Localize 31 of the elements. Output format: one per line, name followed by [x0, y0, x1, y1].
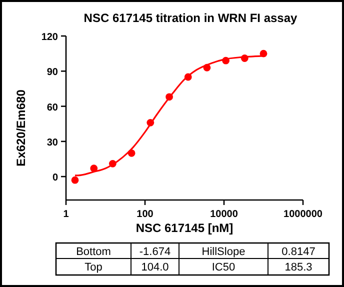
- text: Bottom: [76, 246, 111, 258]
- point: [184, 73, 192, 81]
- y-tick-label: 30: [46, 137, 58, 148]
- y-axis-title: Ex620/Em680: [14, 89, 28, 166]
- chart-title: NSC 617145 titration in WRN FI assay: [84, 11, 298, 25]
- text: 104.0: [141, 262, 169, 274]
- point: [240, 54, 248, 62]
- text: 185.3: [284, 262, 312, 274]
- point: [203, 64, 211, 72]
- text: 0.8147: [282, 246, 316, 258]
- point: [166, 93, 173, 101]
- point: [128, 149, 136, 157]
- point: [146, 118, 154, 126]
- y-tick-label: 90: [46, 67, 58, 78]
- point: [108, 160, 116, 168]
- text: IC50: [212, 262, 236, 274]
- text: HillSlope: [202, 246, 246, 258]
- point: [71, 176, 79, 184]
- x-tick-label: 10000: [210, 209, 238, 220]
- x-tick-label: 1: [63, 209, 70, 220]
- y-tick-label: 120: [41, 32, 58, 43]
- x-tick-label: 1000000: [284, 209, 323, 220]
- x-axis-title: NSC 617145 [nM]: [136, 221, 234, 235]
- point: [222, 56, 230, 64]
- y-tick-label: 60: [46, 102, 58, 114]
- point: [260, 50, 268, 58]
- point: [90, 164, 98, 172]
- y-tick-label: 0: [52, 172, 58, 184]
- text: Top: [84, 262, 102, 274]
- text: -1.674: [139, 246, 171, 258]
- x-tick-label: 100: [136, 209, 154, 220]
